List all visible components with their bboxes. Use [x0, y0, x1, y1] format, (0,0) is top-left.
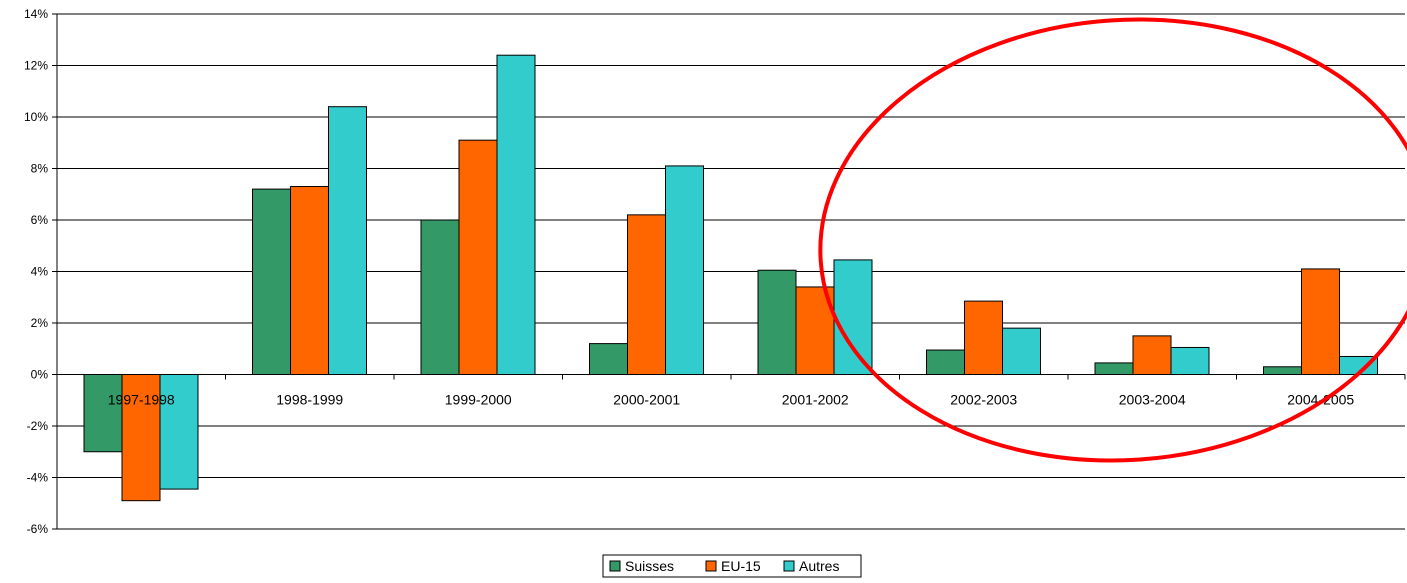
legend-swatch-eu-15	[705, 560, 717, 572]
bar-eu-15-1998-1999	[290, 186, 329, 375]
y-tick-label: 0%	[31, 368, 49, 382]
y-tick-label: 14%	[24, 7, 48, 21]
bar-autres-2003-2004	[1170, 346, 1210, 375]
bar-eu-15-2003-2004	[1132, 335, 1172, 375]
bar-eu-15-1999-2000	[458, 139, 498, 375]
y-tick-label: -2%	[27, 419, 49, 433]
bar-eu-15-2004-2005	[1301, 268, 1340, 375]
bars	[83, 54, 1378, 502]
bar-autres-2002-2003	[1002, 327, 1041, 375]
bar-suisses-2003-2004	[1094, 362, 1134, 376]
legend-box	[602, 554, 862, 578]
legend-swatch-autres	[783, 560, 795, 572]
bar-eu-15-2000-2001	[627, 214, 666, 375]
y-tick-label: 8%	[31, 162, 49, 176]
x-category-label: 1998-1999	[276, 392, 343, 408]
bar-autres-2001-2002	[833, 259, 873, 376]
x-category-label: 1997-1998	[108, 392, 175, 408]
annotation	[818, 17, 1407, 463]
y-tick-label: 4%	[31, 265, 49, 279]
y-tick-label: 10%	[24, 110, 48, 124]
legend-label-suisses: Suisses	[625, 558, 674, 574]
bar-suisses-2000-2001	[589, 343, 628, 376]
bar-suisses-1997-1998	[83, 374, 123, 453]
x-category-label: 2000-2001	[613, 392, 680, 408]
bar-autres-2000-2001	[665, 165, 704, 375]
y-tick-label: 6%	[31, 213, 49, 227]
y-tick-label: 2%	[31, 316, 49, 330]
y-tick-label: -6%	[27, 522, 49, 536]
x-category-label: 2001-2002	[782, 392, 849, 408]
bar-suisses-2001-2002	[757, 269, 797, 375]
y-axis-tick-labels: -6% -4% -2% 0% 2% 4% 6% 8% 10% 12% 14%	[24, 7, 48, 536]
legend-label-eu-15: EU-15	[721, 558, 761, 574]
x-category-label: 1999-2000	[445, 392, 512, 408]
bar-eu-15-2002-2003	[964, 300, 1003, 375]
bar-autres-1998-1999	[328, 106, 367, 375]
axes	[52, 13, 1406, 530]
annotation-ellipse	[818, 17, 1407, 463]
bar-suisses-2002-2003	[926, 349, 965, 376]
y-tick-label: -4%	[27, 471, 49, 485]
bar-eu-15-1997-1998	[121, 374, 161, 502]
bar-suisses-1999-2000	[420, 219, 460, 375]
bar-autres-1999-2000	[496, 54, 536, 375]
bar-suisses-1998-1999	[252, 188, 291, 375]
bar-suisses-2004-2005	[1263, 366, 1302, 375]
x-axis-category-labels: 1997-1998 1998-1999 1999-2000 2000-2001 2001…	[108, 392, 1355, 408]
legend-swatch-suisses	[609, 560, 621, 572]
y-tick-label: 12%	[24, 59, 48, 73]
x-category-label: 2004-2005	[1287, 392, 1354, 408]
legend: Suisses EU-15 Autres	[602, 554, 862, 578]
x-category-label: 2002-2003	[950, 392, 1017, 408]
bar-autres-1997-1998	[159, 374, 199, 490]
x-category-label: 2003-2004	[1119, 392, 1186, 408]
legend-label-autres: Autres	[799, 558, 839, 574]
